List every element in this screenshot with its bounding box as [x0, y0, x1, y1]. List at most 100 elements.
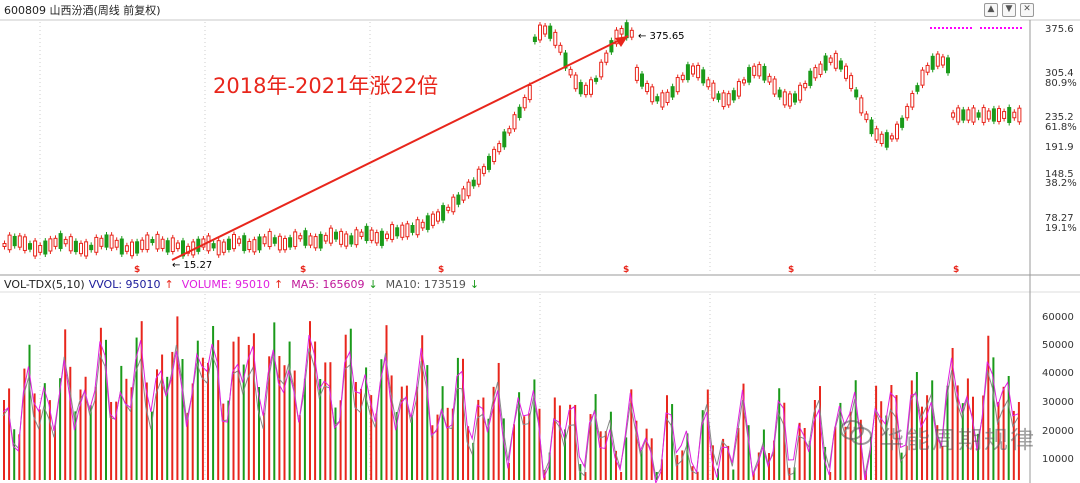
price-candle: [58, 233, 63, 249]
price-candle: [706, 79, 711, 88]
price-candle: [956, 107, 961, 123]
price-candle: [951, 112, 956, 118]
ex-rights-marker: $: [953, 265, 959, 275]
price-candle: [854, 89, 859, 98]
price-candle: [614, 29, 619, 45]
volume-axis-label: 30000: [1042, 397, 1074, 408]
price-candle: [48, 238, 53, 252]
price-candle: [446, 206, 451, 211]
volume-bar: [757, 452, 760, 480]
volume-bar: [497, 362, 500, 480]
scroll-up-button[interactable]: ▲: [984, 3, 998, 17]
ex-rights-marker: $: [438, 265, 444, 275]
volume-bar: [997, 401, 1000, 480]
price-candle: [833, 52, 838, 69]
price-candle: [864, 113, 869, 121]
volume-bar: [278, 356, 281, 480]
price-candle: [12, 235, 17, 247]
price-candle: [262, 236, 267, 245]
volume-bar: [446, 407, 449, 480]
volume-bar: [467, 426, 470, 480]
rise-arrow-line: [171, 35, 629, 261]
price-candle: [456, 194, 461, 205]
price-candle: [400, 224, 405, 238]
volume-bar: [232, 341, 235, 480]
ma10-label: MA10: 173519: [385, 277, 466, 291]
price-candle: [604, 52, 609, 63]
price-candle: [7, 234, 12, 251]
price-candle: [986, 110, 991, 120]
price-candle: [22, 236, 27, 251]
price-candle: [257, 236, 262, 251]
price-candle: [782, 91, 787, 106]
volume-bar: [941, 445, 944, 480]
volume-bar: [645, 428, 648, 480]
ex-rights-marker: $: [134, 265, 140, 275]
price-candle: [752, 65, 757, 76]
price-candle: [94, 236, 99, 253]
volume-bar: [880, 401, 883, 480]
price-candle: [109, 234, 114, 249]
price-candle: [410, 225, 415, 233]
volume-bar: [956, 385, 959, 480]
volume-bar: [834, 426, 837, 480]
volume-bar: [921, 406, 923, 480]
volume-bar: [895, 395, 898, 480]
volume-bar: [441, 386, 444, 480]
headline-annotation: 2018年-2021年涨22倍: [213, 74, 439, 98]
volume-bar: [752, 472, 755, 480]
price-candle: [119, 238, 124, 255]
price-candle: [777, 89, 782, 98]
price-candle: [966, 109, 971, 121]
volume-bar: [94, 386, 97, 480]
volume-bar: [696, 471, 699, 480]
volume-bar: [43, 383, 46, 480]
volume-bar: [258, 387, 260, 480]
indicator-name[interactable]: VOL-TDX(5,10): [4, 277, 85, 291]
price-candle: [594, 77, 599, 82]
volume-bar: [217, 340, 220, 480]
price-candle: [553, 31, 558, 46]
volume-axis-label: 40000: [1042, 368, 1074, 379]
price-candle: [859, 97, 864, 114]
price-candle: [813, 67, 818, 79]
price-candle: [742, 79, 746, 84]
price-candle: [89, 244, 94, 251]
window-controls: ▲ ▼ ✕: [984, 3, 1034, 17]
volume-bar: [145, 382, 148, 480]
price-candle: [991, 108, 996, 122]
price-axis-label: 305.4: [1045, 68, 1074, 79]
volume-bar: [462, 358, 464, 480]
price-candle: [675, 77, 680, 93]
price-candle: [359, 231, 364, 237]
price-candle: [216, 240, 221, 256]
chart-title: 600809 山西汾酒(周线 前复权): [4, 4, 161, 17]
price-candle: [99, 237, 104, 247]
scroll-down-button[interactable]: ▼: [1002, 3, 1016, 17]
price-candle: [787, 93, 792, 107]
price-axis-label: 191.9: [1045, 142, 1074, 153]
volume-bar: [38, 409, 41, 480]
close-button[interactable]: ✕: [1020, 3, 1034, 17]
price-candle: [573, 74, 578, 90]
price-candle: [793, 93, 797, 103]
volume-bar: [207, 362, 209, 480]
price-candle: [130, 241, 134, 257]
price-candle: [849, 75, 854, 89]
volume-bar: [110, 402, 113, 480]
price-candle: [558, 44, 563, 53]
volume-bar: [309, 321, 311, 480]
volume-bar: [533, 379, 536, 480]
price-candle: [884, 132, 889, 148]
volume-bar: [839, 402, 842, 480]
volume-bar: [926, 395, 929, 480]
volume-bar: [421, 335, 424, 480]
price-candle: [762, 65, 767, 81]
price-candle: [808, 70, 813, 86]
volume-bar: [951, 347, 954, 480]
price-candle: [660, 92, 665, 108]
price-candle: [589, 79, 593, 95]
price-axis-label: 61.8%: [1045, 122, 1077, 133]
price-candle: [691, 65, 695, 75]
